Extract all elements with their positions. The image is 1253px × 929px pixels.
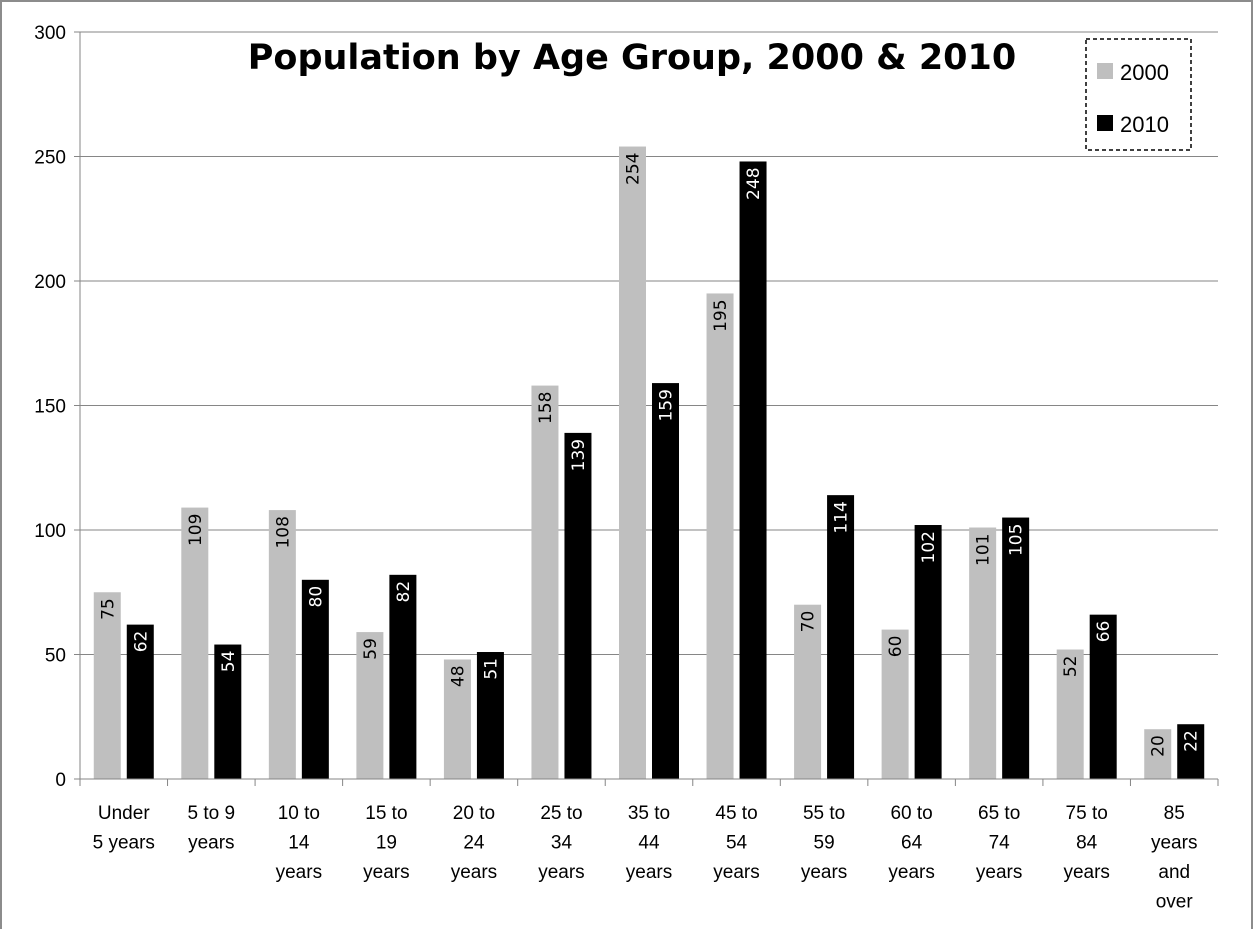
bar-2010 [652, 383, 679, 779]
data-label-2000: 20 [1149, 735, 1169, 757]
data-label-2010: 105 [1007, 524, 1027, 556]
data-label-2000: 59 [361, 638, 381, 660]
x-category-label: 60 to 64 years [888, 803, 934, 883]
bar-2000 [794, 604, 822, 779]
bar-2010 [1089, 614, 1117, 779]
legend-swatch-2010 [1097, 115, 1113, 131]
legend-swatch-2000 [1097, 63, 1113, 79]
x-category-label: Under 5 years [93, 803, 155, 854]
bar-2000 [619, 146, 646, 780]
data-label-2010: 66 [1094, 621, 1114, 643]
data-label-2000: 158 [536, 392, 556, 424]
legend-label-2000: 2000 [1120, 60, 1169, 85]
x-category-label: 25 to 34 years [538, 803, 584, 883]
data-label-2000: 48 [448, 665, 468, 687]
legend: 2000 2010 [1085, 38, 1192, 151]
x-category-label: 15 to 19 years [363, 803, 409, 883]
data-label-2000: 109 [186, 514, 206, 546]
bar-2000 [881, 629, 909, 779]
y-tick-label: 250 [34, 148, 66, 169]
x-category-label: 55 to 59 years [801, 803, 847, 883]
bar-2010 [827, 495, 855, 779]
x-category-label: 85 years and over [1151, 803, 1197, 913]
data-label-2000: 52 [1061, 656, 1081, 678]
bar-2010 [301, 579, 329, 779]
data-label-2000: 70 [799, 611, 819, 633]
data-label-2010: 102 [919, 531, 939, 563]
bar-2010 [1002, 517, 1030, 779]
data-label-2000: 101 [974, 534, 994, 566]
x-category-label: 10 to 14 years [276, 803, 322, 883]
data-label-2010: 139 [569, 439, 589, 471]
y-tick-label: 300 [34, 23, 66, 44]
bar-2010 [1177, 724, 1205, 779]
data-label-2010: 114 [832, 501, 852, 533]
gridlines [80, 31, 1218, 655]
legend-box [1085, 38, 1192, 151]
data-label-2010: 248 [744, 167, 764, 199]
bar-2000 [969, 527, 997, 779]
legend-label-2010: 2010 [1120, 112, 1169, 137]
bars: 75 109 108 59 48 158 254 195 70 60 101 52 20 62 54 80 82… [93, 146, 1205, 780]
bar-2000 [181, 507, 209, 779]
data-label-2000: 195 [711, 299, 731, 331]
x-category-label: 45 to 54 years [713, 803, 759, 883]
data-label-2010: 82 [394, 581, 414, 603]
y-tick-label: 0 [55, 770, 66, 791]
data-label-2000: 75 [98, 598, 118, 620]
data-label-2000: 254 [624, 153, 644, 185]
x-category-label: 20 to 24 years [451, 803, 497, 883]
bar-2010 [126, 624, 154, 779]
y-tick-label: 150 [34, 397, 66, 418]
bar-2010 [914, 525, 942, 779]
bar-2010 [214, 644, 242, 779]
data-label-2010: 159 [657, 389, 677, 421]
x-category-label: 75 to 84 years [1063, 803, 1109, 883]
bar-2000 [531, 385, 559, 779]
data-label-2010: 80 [306, 586, 326, 608]
bar-2000 [93, 592, 121, 779]
bar-2000 [356, 632, 384, 779]
bar-2000 [1144, 729, 1172, 779]
bar-2000 [706, 293, 734, 779]
x-category-label: 65 to 74 years [976, 803, 1022, 883]
bar-2000 [443, 659, 471, 779]
chart-title: Population by Age Group, 2000 & 2010 [248, 38, 1016, 78]
y-tick-label: 100 [34, 521, 66, 542]
y-tick-label: 200 [34, 272, 66, 293]
bar-2010 [739, 161, 767, 780]
data-label-2000: 108 [273, 516, 293, 548]
data-label-2010: 62 [131, 631, 151, 653]
bar-2010 [564, 432, 592, 779]
data-label-2010: 54 [219, 651, 239, 673]
axes: 0 50 100 150 200 250 300 Under 5 years 5 to 9 year… [34, 23, 1219, 913]
bar-2000 [1056, 649, 1084, 779]
bar-2010 [476, 652, 504, 779]
y-tick-label: 50 [45, 646, 66, 667]
x-category-label: 5 to 9 years [188, 803, 236, 854]
data-label-2010: 51 [481, 658, 501, 680]
data-label-2000: 60 [886, 636, 906, 658]
data-label-2010: 22 [1182, 730, 1202, 752]
bar-2010 [389, 574, 417, 779]
x-category-label: 35 to 44 years [626, 803, 672, 883]
bar-2000 [268, 510, 296, 779]
